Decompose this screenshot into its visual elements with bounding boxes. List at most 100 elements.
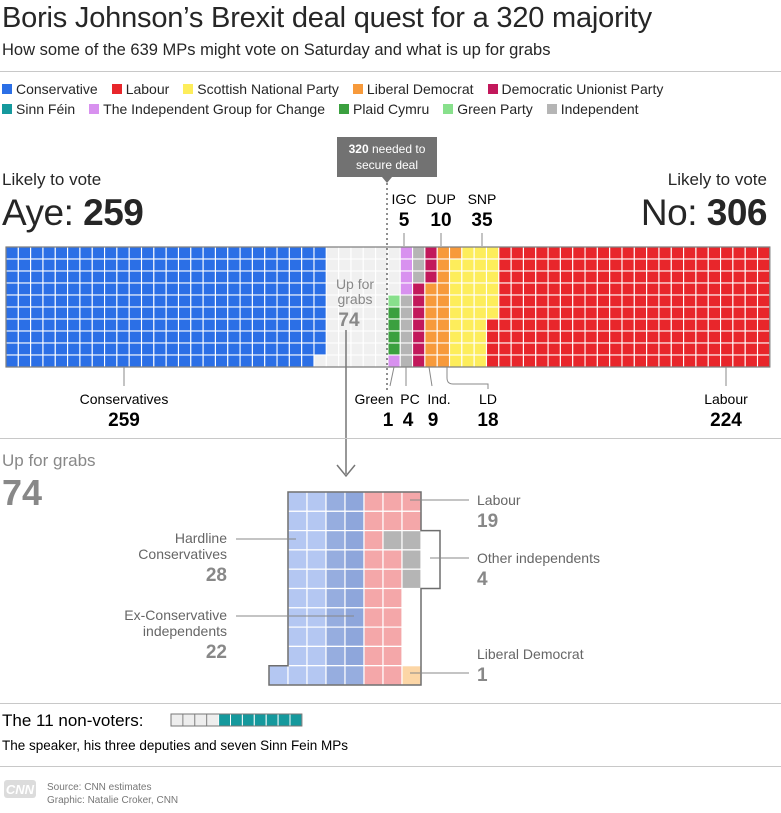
seat-cell bbox=[214, 354, 229, 368]
seat-cell bbox=[338, 330, 352, 344]
seat-cell bbox=[190, 270, 204, 284]
seat-cell bbox=[177, 294, 192, 308]
seat-cell bbox=[485, 282, 500, 296]
seat-cell bbox=[609, 258, 623, 272]
seat-cell bbox=[510, 354, 524, 368]
seat-cell bbox=[338, 354, 352, 368]
threshold-box bbox=[337, 137, 437, 177]
grabs-label-line1: Up for bbox=[336, 276, 374, 292]
seat-cell bbox=[251, 306, 266, 320]
seat-cell bbox=[461, 306, 475, 320]
seat-cell bbox=[5, 342, 19, 356]
seat-cell bbox=[683, 318, 697, 332]
seat-cell bbox=[633, 306, 648, 320]
seat-cell bbox=[720, 282, 734, 296]
seat-cell bbox=[461, 246, 475, 260]
seat-cell bbox=[658, 342, 672, 356]
seat-cell bbox=[67, 258, 81, 272]
seat-cell bbox=[498, 294, 512, 308]
seat-cell bbox=[165, 318, 180, 332]
seat-cell bbox=[547, 246, 561, 260]
seat-cell bbox=[79, 318, 93, 332]
seat-cell bbox=[510, 246, 524, 260]
seat-cell bbox=[91, 306, 106, 320]
grabs-seat-cell bbox=[382, 491, 403, 512]
ind-label: Ind. bbox=[427, 391, 450, 407]
seat-cell bbox=[338, 342, 352, 356]
seat-cell bbox=[387, 270, 401, 284]
seat-cell bbox=[165, 306, 180, 320]
seat-cell bbox=[424, 342, 438, 356]
seat-cell bbox=[79, 354, 93, 368]
seat-cell bbox=[54, 306, 69, 320]
divider bbox=[0, 438, 781, 439]
seat-cell bbox=[128, 246, 143, 260]
seat-cell bbox=[720, 342, 734, 356]
seat-cell bbox=[54, 294, 69, 308]
seat-cell bbox=[104, 306, 118, 320]
main-labels: Conservatives 259 Labour 224 Green 1 PC … bbox=[80, 191, 748, 478]
grabs-seat-cell bbox=[325, 665, 346, 686]
ld-leader bbox=[446, 367, 489, 389]
seat-cell bbox=[301, 270, 315, 284]
threshold-pointer bbox=[382, 177, 392, 183]
seat-cell bbox=[42, 258, 56, 272]
grabs-seat-cell bbox=[382, 645, 403, 667]
seat-cell bbox=[375, 354, 389, 368]
seat-cell bbox=[350, 246, 364, 260]
grabs-waffle-outline bbox=[268, 491, 441, 686]
seat-cell bbox=[313, 270, 327, 284]
grabs-seat-cell bbox=[325, 568, 346, 590]
seat-cell bbox=[387, 318, 401, 332]
seat-cell bbox=[756, 354, 771, 368]
seat-cell bbox=[116, 330, 130, 344]
seat-cell bbox=[214, 342, 229, 356]
seat-cell bbox=[732, 318, 746, 332]
seat-cell bbox=[190, 318, 204, 332]
seat-cell bbox=[17, 318, 32, 332]
seat-cell bbox=[498, 342, 512, 356]
seat-cell bbox=[30, 294, 44, 308]
seat-cell bbox=[547, 258, 561, 272]
seat-cell bbox=[596, 354, 611, 368]
seat-cell bbox=[116, 258, 130, 272]
seat-cell bbox=[498, 270, 512, 284]
grabs-seat-cell bbox=[344, 626, 365, 647]
seat-cell bbox=[251, 354, 266, 368]
grabs-seat-cell bbox=[382, 626, 403, 647]
seat-cell bbox=[202, 330, 216, 344]
grabs-seat-cell bbox=[344, 549, 365, 570]
threshold-text1: needed to bbox=[369, 142, 426, 156]
seat-cell bbox=[202, 342, 216, 356]
seat-cell bbox=[448, 258, 463, 272]
nonvoter-cell bbox=[277, 713, 291, 727]
seat-cell bbox=[658, 258, 672, 272]
seat-cell bbox=[658, 246, 672, 260]
green-value: 1 bbox=[383, 410, 394, 431]
legend-item: Scottish National Party bbox=[183, 79, 339, 99]
seat-cell bbox=[732, 342, 746, 356]
seat-cell bbox=[313, 246, 327, 260]
seat-cell bbox=[91, 282, 106, 296]
seat-cell bbox=[683, 330, 697, 344]
grabs-seat-cell bbox=[306, 607, 327, 628]
seat-cell bbox=[202, 318, 216, 332]
nonvoter-cell bbox=[230, 713, 243, 727]
ind-leader bbox=[428, 366, 433, 387]
seat-cell bbox=[128, 330, 143, 344]
seat-cell bbox=[448, 306, 463, 320]
seat-cell bbox=[547, 330, 561, 344]
seat-cell bbox=[350, 342, 364, 356]
seat-cell bbox=[412, 354, 426, 368]
seat-cell bbox=[756, 294, 771, 308]
seat-cell bbox=[584, 270, 598, 284]
seat-cell bbox=[399, 246, 414, 260]
seat-cell bbox=[744, 318, 759, 332]
seat-cell bbox=[313, 282, 327, 296]
grabs-seat-cell bbox=[287, 665, 308, 686]
seat-cell bbox=[461, 318, 475, 332]
seat-cell bbox=[424, 354, 438, 368]
labour-value: 224 bbox=[710, 410, 742, 431]
legend-label: Labour bbox=[125, 81, 170, 97]
grabs-seat-cell bbox=[287, 529, 308, 551]
